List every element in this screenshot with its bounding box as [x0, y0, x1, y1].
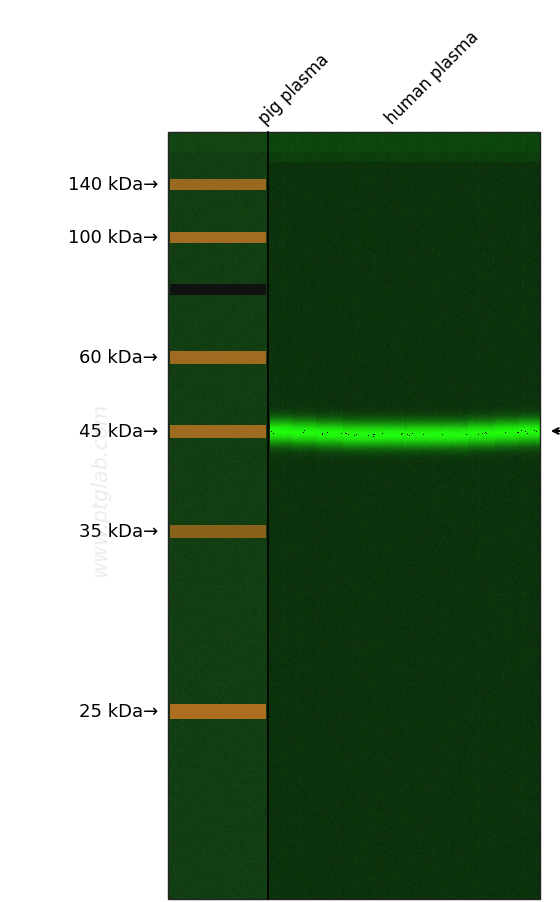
Text: pig plasma: pig plasma — [255, 51, 333, 128]
Text: human plasma: human plasma — [382, 28, 482, 128]
Text: 25 kDa→: 25 kDa→ — [79, 703, 158, 720]
Text: 100 kDa→: 100 kDa→ — [68, 229, 158, 247]
Bar — [168, 133, 540, 899]
Text: 35 kDa→: 35 kDa→ — [79, 522, 158, 540]
Text: www.ptglab.com: www.ptglab.com — [90, 402, 110, 576]
Text: 140 kDa→: 140 kDa→ — [68, 176, 158, 194]
Text: 60 kDa→: 60 kDa→ — [79, 348, 158, 366]
Text: 45 kDa→: 45 kDa→ — [79, 422, 158, 440]
